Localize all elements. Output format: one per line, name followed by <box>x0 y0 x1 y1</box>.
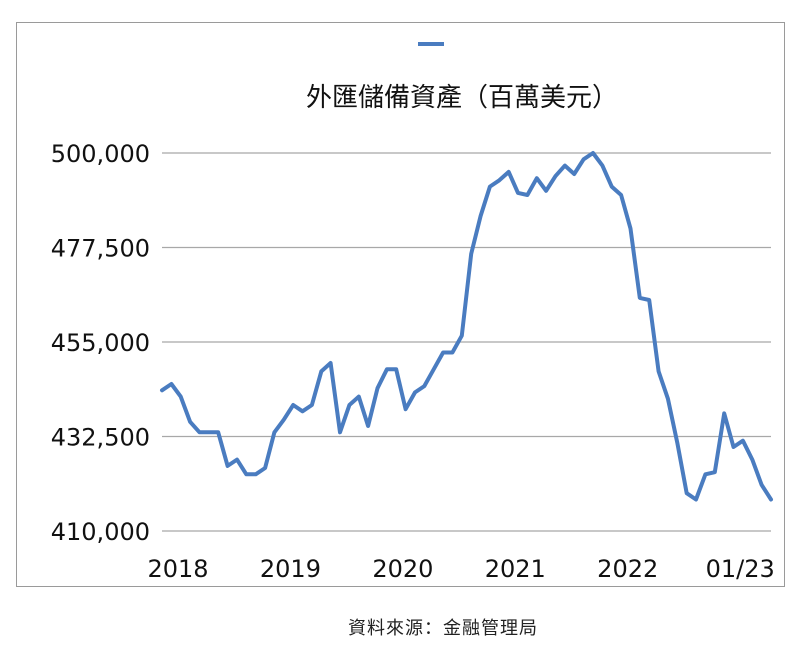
y-tick-label: 432,500 <box>51 424 150 452</box>
y-tick-label: 500,000 <box>51 140 150 168</box>
x-axis-ticks: 2018 2019 2020 2021 2022 01/23 <box>147 555 774 583</box>
series-line <box>160 151 773 502</box>
x-tick-label: 2018 <box>147 555 208 583</box>
x-tick-label: 2022 <box>597 555 658 583</box>
x-tick-label: 2019 <box>260 555 321 583</box>
x-tick-label: 01/23 <box>706 555 775 583</box>
chart-title: 外匯儲備資產（百萬美元） <box>306 83 618 113</box>
y-tick-label: 477,500 <box>51 235 150 263</box>
x-tick-label: 2021 <box>485 555 546 583</box>
source-note: 資料來源：金融管理局 <box>348 618 538 639</box>
y-axis-ticks: 500,000 477,500 455,000 432,500 410,000 <box>51 140 150 546</box>
y-tick-label: 455,000 <box>51 329 150 357</box>
chart-frame <box>16 22 785 587</box>
x-tick-label: 2020 <box>372 555 433 583</box>
grid-layer <box>162 152 771 532</box>
y-tick-label: 410,000 <box>51 518 150 546</box>
